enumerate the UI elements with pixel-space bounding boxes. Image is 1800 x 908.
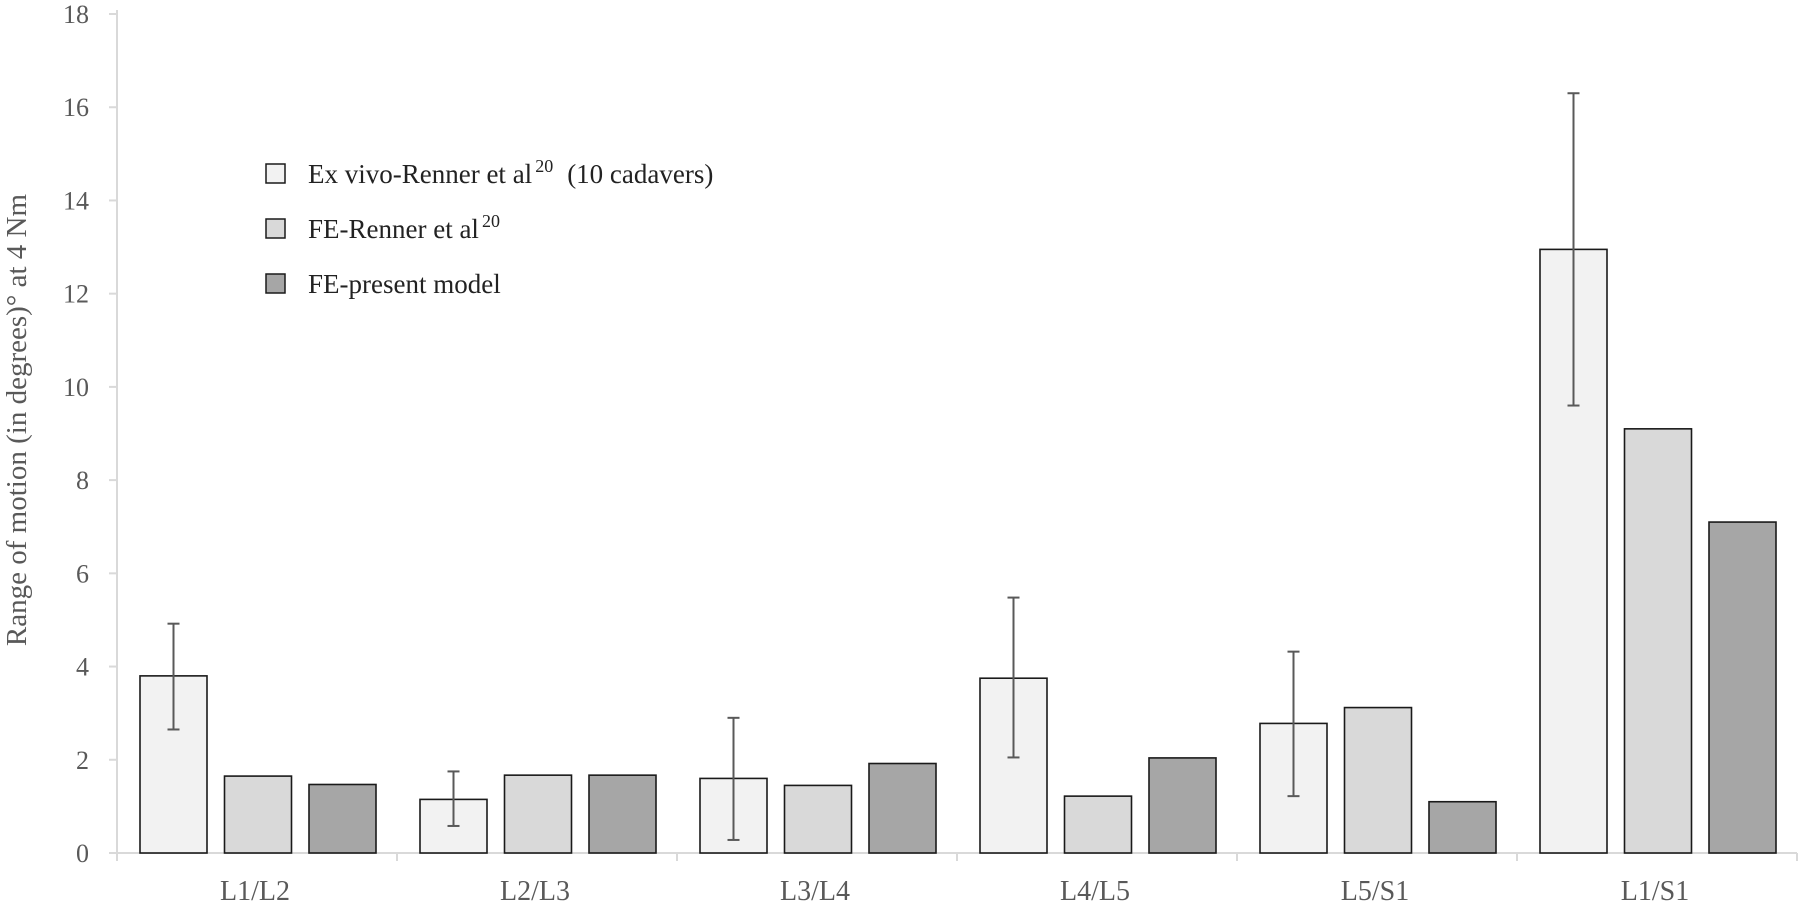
legend-label-main: Ex vivo-Renner et al — [308, 159, 532, 189]
legend: Ex vivo-Renner et al 20 (10 cadavers)FE-Re… — [265, 156, 713, 299]
bars — [139, 248, 1777, 854]
bar — [1063, 795, 1133, 854]
legend-label-superscript: 20 — [535, 156, 553, 176]
error-bars — [167, 92, 1580, 841]
legend-label: FE-present model — [308, 269, 501, 299]
legend-label-main: FE-Renner et al — [308, 214, 479, 244]
y-tick-label: 4 — [76, 653, 89, 682]
bar — [868, 762, 937, 854]
x-category-label: L2/L3 — [500, 876, 570, 907]
axes — [116, 10, 1798, 861]
bar — [1428, 800, 1497, 854]
legend-label-main: FE-present model — [308, 269, 501, 299]
y-tick-label: 2 — [76, 746, 89, 775]
x-category-label: L1/S1 — [1621, 876, 1689, 907]
legend-label-superscript: 20 — [482, 211, 500, 231]
x-category-label: L1/L2 — [220, 876, 290, 907]
y-tick-label: 16 — [63, 93, 89, 122]
bar — [783, 784, 853, 854]
bar — [1708, 521, 1777, 854]
bar — [503, 774, 573, 854]
y-tick-label: 6 — [76, 559, 89, 588]
bar — [223, 775, 293, 854]
bar — [1623, 428, 1693, 854]
x-category-label: L4/L5 — [1060, 876, 1130, 907]
bar — [1343, 706, 1413, 854]
y-axis-title: Range of motion (in degrees)° at 4 Nm — [1, 194, 33, 647]
legend-label-tail: (10 cadavers) — [567, 159, 713, 189]
bar — [1148, 757, 1217, 854]
y-tick-label: 12 — [63, 280, 89, 309]
y-tick-label: 14 — [63, 186, 89, 215]
legend-swatch — [265, 218, 286, 239]
legend-swatch — [265, 273, 286, 294]
y-tick-label: 8 — [76, 466, 89, 495]
legend-swatch — [265, 163, 286, 184]
y-tick-label: 0 — [76, 839, 89, 868]
legend-label: Ex vivo-Renner et al 20 (10 cadavers) — [308, 156, 713, 189]
legend-label: FE-Renner et al 20 — [308, 211, 500, 244]
bar — [588, 774, 657, 854]
x-category-label: L5/S1 — [1341, 876, 1409, 907]
y-ticks: 0 2 4 6 8 10 12 14 16 18 — [63, 0, 117, 868]
x-category-label: L3/L4 — [780, 876, 850, 907]
y-tick-label: 18 — [63, 0, 89, 29]
bar — [308, 783, 377, 854]
x-category-labels: L1/L2 L2/L3 L3/L4 L4/L5 L5/S1 L1/S1 — [220, 876, 1689, 907]
y-tick-label: 10 — [63, 373, 89, 402]
